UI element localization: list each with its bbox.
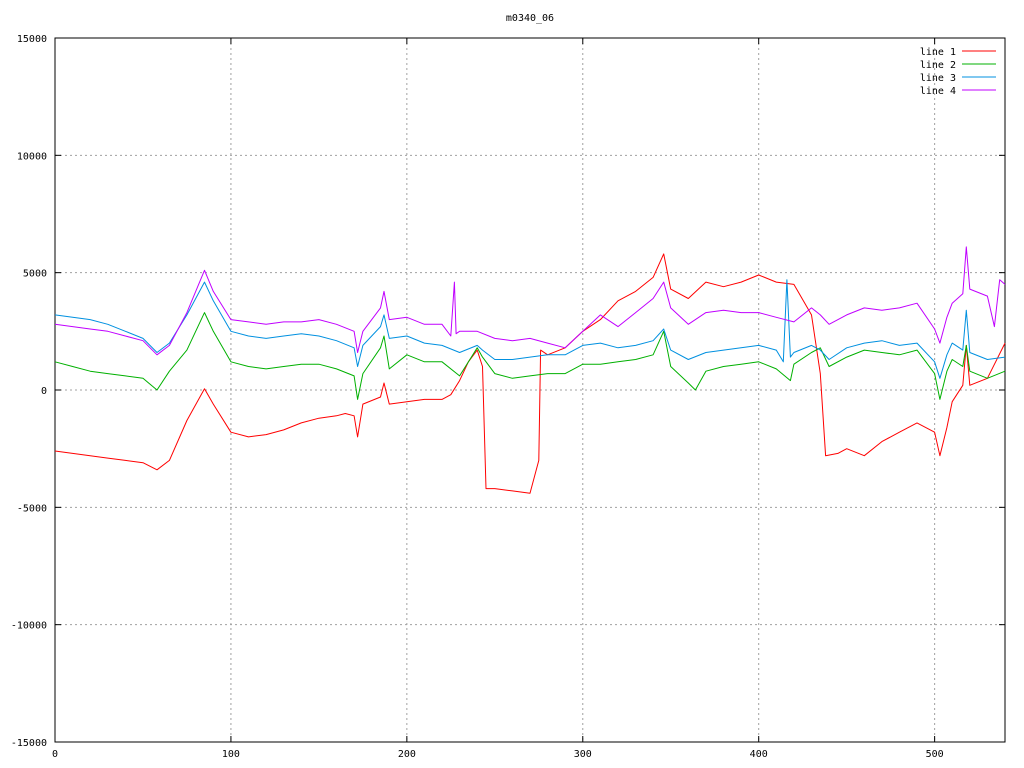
- legend-label: line 4: [920, 86, 956, 97]
- legend-label: line 3: [920, 73, 956, 84]
- y-tick-label: 0: [41, 386, 47, 397]
- legend-label: line 1: [920, 47, 956, 58]
- x-tick-label: 500: [926, 749, 944, 760]
- series-line-4: [54, 246, 1006, 356]
- y-tick-label: -15000: [11, 738, 47, 749]
- y-tick-label: -5000: [17, 503, 47, 514]
- axis-ticks: 0 100 200 300 400 500 -15000 -10000 -5000 0 5000 10…: [11, 34, 1005, 760]
- x-tick-label: 400: [750, 749, 768, 760]
- chart-title: m0340_06: [506, 13, 554, 24]
- x-tick-label: 300: [574, 749, 592, 760]
- grid: [55, 38, 1005, 742]
- series-line-3: [54, 279, 1006, 379]
- x-tick-label: 100: [222, 749, 240, 760]
- series-line-2: [54, 312, 1006, 400]
- x-tick-label: 200: [398, 749, 416, 760]
- y-tick-label: 5000: [23, 269, 47, 280]
- y-tick-label: 15000: [17, 34, 47, 45]
- y-tick-label: -10000: [11, 621, 47, 632]
- series-layer: [54, 246, 1006, 494]
- legend: line 1 line 2 line 3 line 4: [920, 47, 996, 97]
- series-line-1: [54, 253, 1006, 494]
- y-tick-label: 10000: [17, 151, 47, 162]
- x-tick-label: 0: [52, 749, 58, 760]
- legend-label: line 2: [920, 60, 956, 71]
